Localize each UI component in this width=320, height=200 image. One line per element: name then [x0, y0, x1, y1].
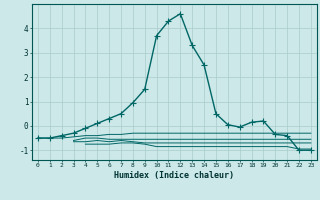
X-axis label: Humidex (Indice chaleur): Humidex (Indice chaleur): [115, 171, 234, 180]
